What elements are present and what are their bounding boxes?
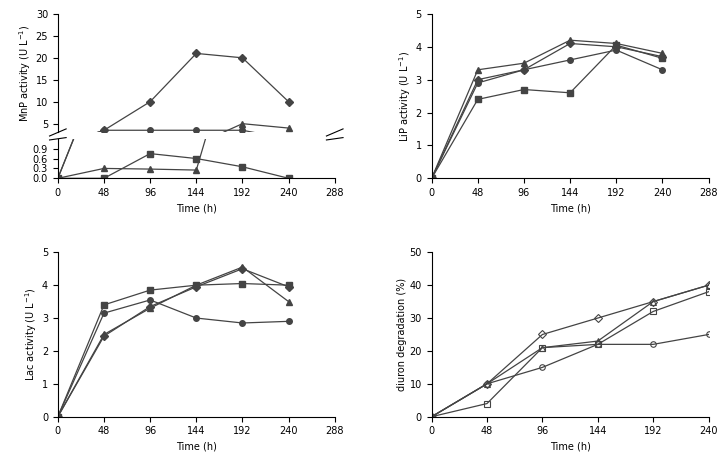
X-axis label: Time (h): Time (h) xyxy=(176,204,217,213)
Y-axis label: LiP activity (U L$^{-1}$): LiP activity (U L$^{-1}$) xyxy=(397,50,413,142)
X-axis label: Time (h): Time (h) xyxy=(549,204,591,213)
Y-axis label: Lac activity (U L$^{-1}$): Lac activity (U L$^{-1}$) xyxy=(23,288,39,382)
X-axis label: Time (h): Time (h) xyxy=(549,442,591,452)
Y-axis label: diuron degradation (%): diuron degradation (%) xyxy=(397,278,407,391)
Y-axis label: MnP activity (U L$^{-1}$): MnP activity (U L$^{-1}$) xyxy=(17,25,33,122)
X-axis label: Time (h): Time (h) xyxy=(176,442,217,452)
